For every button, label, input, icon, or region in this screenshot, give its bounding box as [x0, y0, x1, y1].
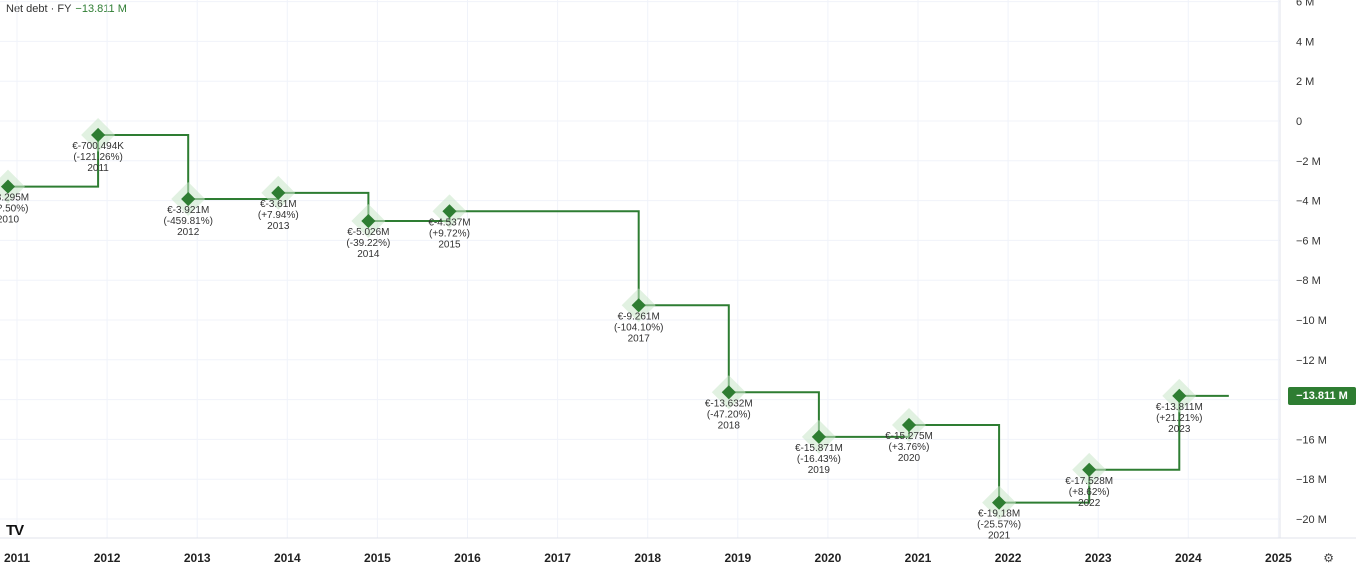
point-value-label: €-15.275M: [885, 431, 933, 442]
point-year-label: 2022: [1078, 498, 1101, 509]
chart-legend: Net debt · FY −13.811 M: [6, 3, 127, 15]
settings-icon[interactable]: ⚙: [1323, 551, 1334, 565]
point-value-label: €-13.811M: [1156, 402, 1203, 413]
x-tick-label: 2012: [94, 551, 121, 565]
point-change-label: (-47.20%): [707, 409, 751, 420]
point-value-label: €-4.537M: [428, 217, 470, 228]
y-tick-label: −12 M: [1296, 355, 1327, 367]
point-change-label: (+9.72%): [429, 228, 470, 239]
point-year-label: 2023: [1168, 424, 1191, 435]
x-tick-label: 2016: [454, 551, 481, 565]
point-value-label: €-3.921M: [167, 205, 209, 216]
x-tick-label: 2013: [184, 551, 211, 565]
data-point: [721, 385, 736, 400]
data-point: [1082, 462, 1097, 477]
point-value-label: €-5.026M: [347, 227, 389, 238]
point-value-label: €-3.295M: [0, 193, 29, 204]
x-tick-label: 2021: [905, 551, 932, 565]
point-change-label: (-25.57%): [977, 520, 1021, 531]
x-tick-label: 2011: [4, 551, 30, 565]
point-change-label: (+21.21%): [1156, 413, 1202, 424]
point-change-label: (-121.26%): [73, 152, 122, 163]
point-value-label: €-3.61M: [260, 199, 297, 210]
data-point: [361, 213, 376, 229]
y-tick-label: 0: [1296, 116, 1302, 128]
point-value-label: €-15.871M: [795, 443, 843, 454]
y-tick-label: −8 M: [1296, 275, 1321, 287]
last-value-tag: −13.811 M: [1288, 386, 1356, 405]
data-point: [271, 185, 286, 200]
legend-label: Net debt · FY: [6, 3, 72, 15]
data-point: [442, 204, 457, 219]
y-tick-label: 6 M: [1296, 0, 1314, 9]
data-point: [631, 298, 646, 313]
point-change-label: (+7.94%): [258, 210, 299, 221]
data-point: [811, 429, 826, 444]
y-tick-label: −10 M: [1296, 315, 1327, 327]
y-tick-label: −16 M: [1296, 434, 1327, 446]
point-year-label: 2013: [267, 221, 290, 232]
x-tick-label: 2014: [274, 551, 301, 565]
point-year-label: 2011: [87, 163, 109, 174]
x-tick-label: 2023: [1085, 551, 1112, 565]
point-change-label: (-16.43%): [797, 454, 841, 465]
y-tick-label: −20 M: [1296, 514, 1327, 526]
point-change-label: (+?.50%): [0, 204, 28, 215]
x-tick-label: 2018: [634, 551, 661, 565]
point-year-label: 2014: [357, 249, 380, 260]
point-change-label: (-459.81%): [163, 216, 212, 227]
point-change-label: (+3.76%): [889, 442, 930, 453]
x-tick-label: 2020: [815, 551, 842, 565]
y-tick-label: −6 M: [1296, 235, 1321, 247]
y-tick-label: −2 M: [1296, 156, 1321, 168]
y-tick-label: 4 M: [1296, 36, 1314, 48]
tradingview-logo: TV: [6, 522, 24, 539]
point-value-label: €-13.632M: [705, 398, 753, 409]
y-tick-label: 2 M: [1296, 76, 1314, 88]
point-value-label: €-9.261M: [618, 311, 660, 322]
legend-value: −13.811 M: [75, 3, 127, 15]
x-tick-label: 2015: [364, 551, 391, 565]
point-year-label: 2018: [718, 420, 741, 431]
point-year-label: 2012: [177, 227, 200, 238]
point-value-label: €-700.494K: [72, 141, 124, 152]
point-change-label: (-104.10%): [614, 322, 663, 333]
point-year-label: 2010: [0, 215, 20, 226]
x-tick-label: 2022: [995, 551, 1022, 565]
y-tick-label: −18 M: [1296, 474, 1327, 486]
data-point: [901, 417, 917, 433]
x-tick-label: 2025: [1265, 551, 1292, 565]
x-tick-label: 2017: [544, 551, 571, 565]
data-point: [1172, 388, 1187, 403]
point-value-label: €-17.528M: [1065, 476, 1113, 487]
y-tick-label: −4 M: [1296, 196, 1321, 208]
point-change-label: (+8.62%): [1069, 487, 1110, 498]
point-change-label: (-39.22%): [346, 238, 390, 249]
x-tick-label: 2024: [1175, 551, 1202, 565]
x-tick-label: 2019: [724, 551, 751, 565]
point-year-label: 2017: [628, 333, 651, 344]
data-point: [181, 191, 196, 207]
point-year-label: 2015: [438, 239, 461, 250]
point-value-label: €-19.18M: [978, 509, 1020, 520]
data-point: [992, 495, 1007, 510]
point-year-label: 2019: [808, 465, 831, 476]
point-year-label: 2021: [988, 531, 1011, 542]
point-year-label: 2020: [898, 453, 921, 464]
